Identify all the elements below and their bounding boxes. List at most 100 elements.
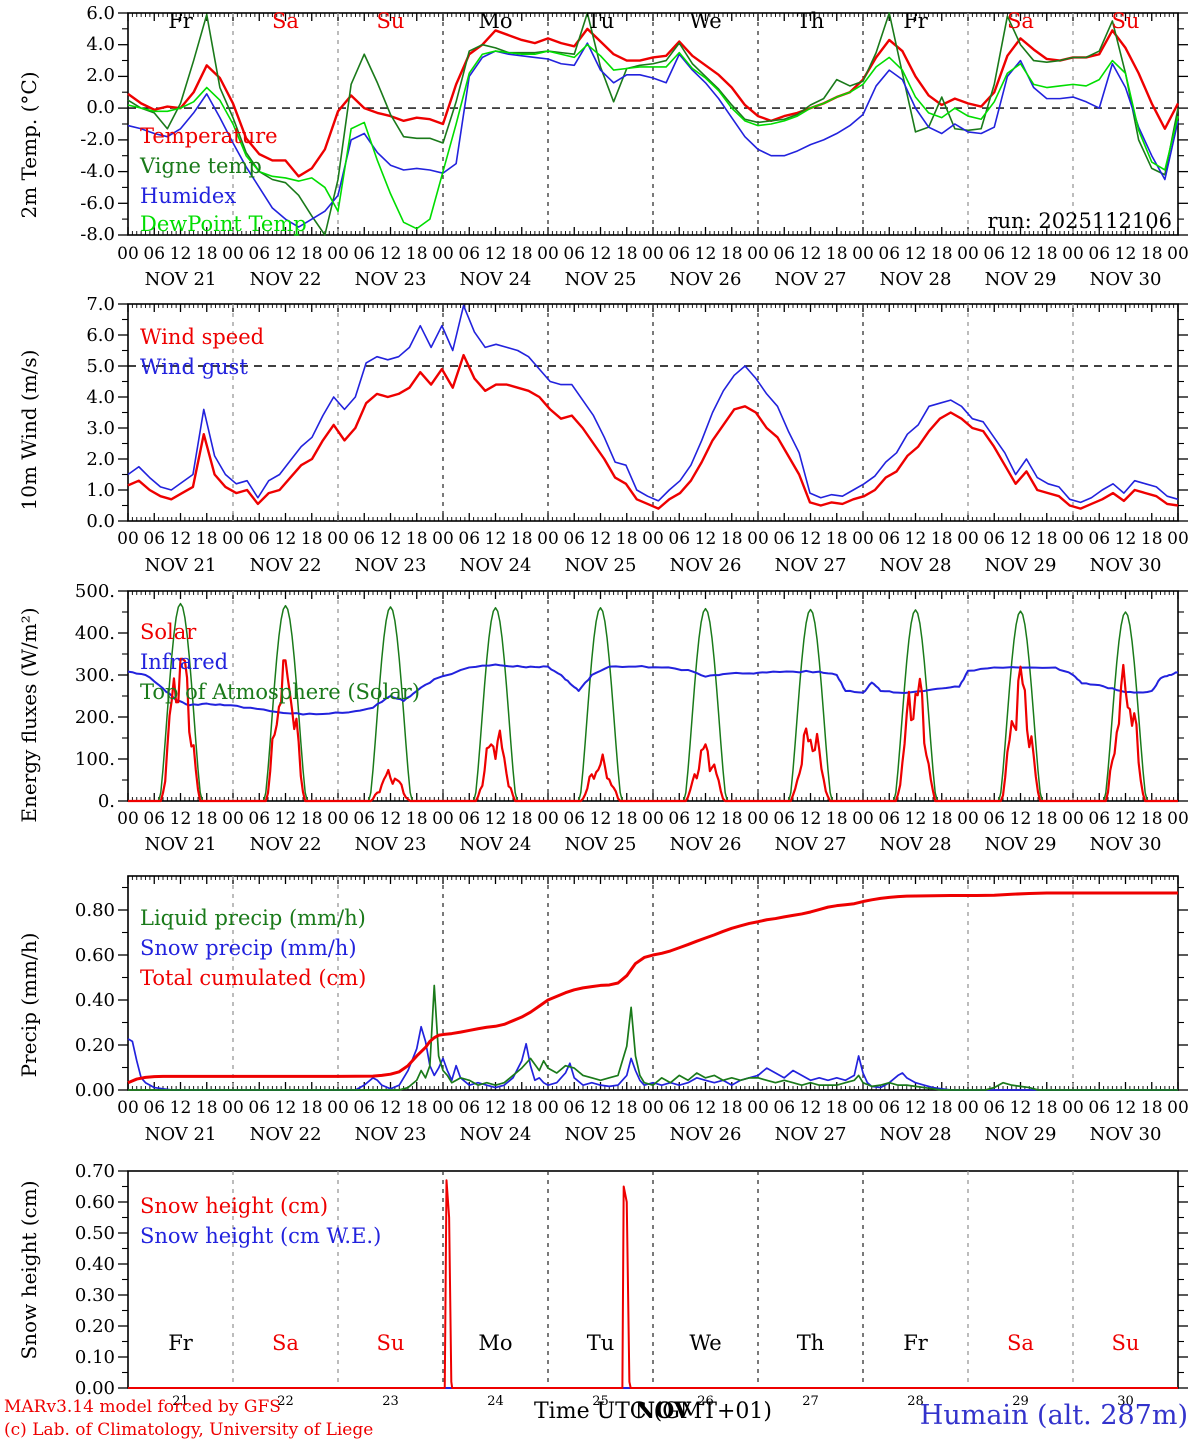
day-label: NOV 22 <box>250 269 322 290</box>
series-line <box>128 984 1178 1091</box>
ytick: 0.30 <box>75 1285 115 1306</box>
day-label: NOV 25 <box>565 834 637 855</box>
hour-tick-label: 06 <box>983 529 1005 549</box>
hour-tick-label: 12 <box>905 1098 927 1118</box>
hour-tick-label: 06 <box>1088 809 1110 829</box>
hour-tick-label: 18 <box>196 529 218 549</box>
hour-tick-label: 18 <box>1036 1098 1058 1118</box>
day-label: NOV 28 <box>880 1124 952 1145</box>
weekday-label-fr: Fr <box>903 9 929 33</box>
hour-tick-label: 18 <box>721 529 743 549</box>
day-label: NOV 23 <box>355 555 427 575</box>
day-number: 24 <box>487 1394 504 1409</box>
series-line <box>127 353 1179 510</box>
xaxis-title: Time UTC (GMT+01) <box>534 1399 772 1424</box>
series-line <box>127 43 1179 230</box>
hour-tick-label: 12 <box>1010 244 1032 264</box>
hour-tick-label: 00 <box>852 529 874 549</box>
weekday-label-su: Su <box>1112 1331 1140 1355</box>
hour-tick-label: 00 <box>537 1098 559 1118</box>
day-label: NOV 25 <box>565 555 637 575</box>
day-label: NOV 25 <box>565 269 637 290</box>
day-number: 29 <box>1012 1394 1029 1409</box>
hour-tick-label: 12 <box>800 244 822 264</box>
weekday-label-fr: Fr <box>903 1331 929 1355</box>
hour-tick-label: 06 <box>143 244 165 264</box>
hour-tick-label: 00 <box>852 809 874 829</box>
hour-tick-label: 18 <box>826 244 848 264</box>
ytick: 4.0 <box>86 387 115 408</box>
day-number: 23 <box>382 1394 399 1409</box>
day-label: NOV 21 <box>145 834 217 855</box>
energy-legend: Solar Infrared Top of Atmosphere (Solar) <box>140 620 420 704</box>
day-label: NOV 24 <box>460 1124 532 1145</box>
hour-tick-label: 00 <box>432 1098 454 1118</box>
hour-tick-label: 12 <box>275 809 297 829</box>
precip-series-group <box>127 891 1178 1091</box>
legend-solar: Solar <box>140 620 197 644</box>
hour-tick-label: 06 <box>668 809 690 829</box>
hour-tick-label: 12 <box>590 529 612 549</box>
hour-tick-label: 00 <box>747 529 769 549</box>
hour-tick-label: 18 <box>826 529 848 549</box>
hour-tick-label: 06 <box>668 1098 690 1118</box>
hour-tick-label: 06 <box>458 529 480 549</box>
hour-tick-label: 00 <box>222 244 244 264</box>
hour-tick-label: 12 <box>590 244 612 264</box>
hour-tick-label: 12 <box>800 1098 822 1118</box>
hour-tick-label: 06 <box>248 1098 270 1118</box>
ytick: 0.60 <box>75 945 115 966</box>
hour-tick-label: 18 <box>406 1098 428 1118</box>
hour-tick-label: 18 <box>931 244 953 264</box>
hour-tick-label: 12 <box>695 529 717 549</box>
day-label: NOV 26 <box>670 269 742 290</box>
hour-tick-label: 06 <box>458 1098 480 1118</box>
hour-tick-label: 00 <box>327 1098 349 1118</box>
hour-tick-label: 18 <box>616 529 638 549</box>
legend-snow-height-we: Snow height (cm W.E.) <box>140 1224 381 1248</box>
hour-tick-label: 18 <box>616 809 638 829</box>
hour-tick-label: 18 <box>931 529 953 549</box>
weekday-label-we: We <box>689 1331 721 1355</box>
day-number: 30 <box>1117 1394 1134 1409</box>
hour-tick-label: 12 <box>905 809 927 829</box>
weekday-label-tu: Tu <box>587 1331 615 1355</box>
hour-tick-label: 00 <box>222 809 244 829</box>
energy-ytick-labels: 500. 400. 300. 200. 100. 0. <box>75 581 115 812</box>
weekday-label-su: Su <box>377 9 405 33</box>
hour-tick-label: 12 <box>590 1098 612 1118</box>
day-label: NOV 24 <box>460 269 532 290</box>
day-label: NOV 30 <box>1090 269 1162 290</box>
day-label: NOV 23 <box>355 1124 427 1145</box>
hour-tick-label: 18 <box>931 1098 953 1118</box>
hour-tick-label: 06 <box>353 529 375 549</box>
day-label: NOV 22 <box>250 555 322 575</box>
ytick: 2.0 <box>86 65 115 86</box>
ytick: 6.0 <box>86 325 115 346</box>
ytick: 0.0 <box>86 511 115 532</box>
hour-tick-label: 00 <box>642 244 664 264</box>
hour-tick-label: 00 <box>432 809 454 829</box>
energy-fluxes-chart: Energy fluxes (W/m²) 500. 400. 300. 200.… <box>17 581 1189 855</box>
precip-ylabel: Precip (mm/h) <box>17 933 41 1078</box>
day-label: NOV 25 <box>565 1124 637 1145</box>
day-label: NOV 21 <box>145 1124 217 1145</box>
day-label: NOV 23 <box>355 834 427 855</box>
hour-tick-label: 12 <box>590 809 612 829</box>
day-number: 26 <box>697 1394 714 1409</box>
legend-snow-precip: Snow precip (mm/h) <box>140 936 357 960</box>
hour-tick-label: 06 <box>773 1098 795 1118</box>
hour-tick-label: 12 <box>1115 1098 1137 1118</box>
temp-day-gridlines <box>232 13 1074 235</box>
hour-tick-label: 12 <box>1115 529 1137 549</box>
hour-tick-label: 18 <box>301 529 323 549</box>
temperature-chart: 2m Temp. (°C) 6.0 4.0 2.0 0.0 -2.0 -4.0 … <box>17 3 1189 290</box>
hour-tick-label: 06 <box>248 244 270 264</box>
hour-tick-label: 00 <box>537 244 559 264</box>
day-label: NOV 30 <box>1090 555 1162 575</box>
precip-ytick-labels: 0.80 0.60 0.40 0.20 0.00 <box>75 900 115 1101</box>
hour-tick-label: 00 <box>222 1098 244 1118</box>
weekday-label-su: Su <box>1112 9 1140 33</box>
energy-series-group <box>127 602 1179 803</box>
